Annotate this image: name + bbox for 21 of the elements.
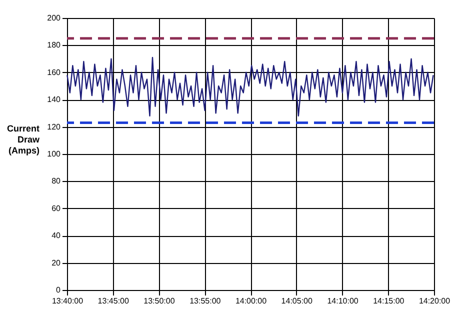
y-tick-label: 60 bbox=[52, 204, 62, 213]
y-tick-label: 180 bbox=[47, 40, 62, 50]
y-tick-label: 160 bbox=[47, 68, 62, 77]
y-tick-label: 140 bbox=[47, 95, 62, 104]
x-tick-label: 13:50:00 bbox=[144, 296, 176, 306]
x-tick-label: 14:05:00 bbox=[281, 296, 313, 306]
x-tick-label: 14:00:00 bbox=[235, 296, 268, 306]
x-tick-label: 14:20:00 bbox=[418, 296, 451, 306]
x-tick-label: 13:55:00 bbox=[190, 296, 222, 306]
x-tick-label: 13:40:00 bbox=[52, 296, 84, 306]
y-tick-label: 80 bbox=[52, 176, 62, 186]
y-tick-label: 20 bbox=[52, 258, 62, 268]
x-tick-label: 14:10:00 bbox=[327, 296, 359, 306]
y-axis-title: Current Draw (Amps) bbox=[6, 124, 40, 156]
y-tick-label: 120 bbox=[47, 122, 62, 132]
y-tick-label: 100 bbox=[47, 150, 62, 158]
y-tick-label: 200 bbox=[47, 14, 62, 22]
y-tick-label: 0 bbox=[56, 286, 62, 294]
y-tick-label: 40 bbox=[52, 231, 62, 240]
x-tick-label: 14:15:00 bbox=[373, 296, 405, 306]
x-tick-label: 13:45:00 bbox=[98, 296, 130, 306]
